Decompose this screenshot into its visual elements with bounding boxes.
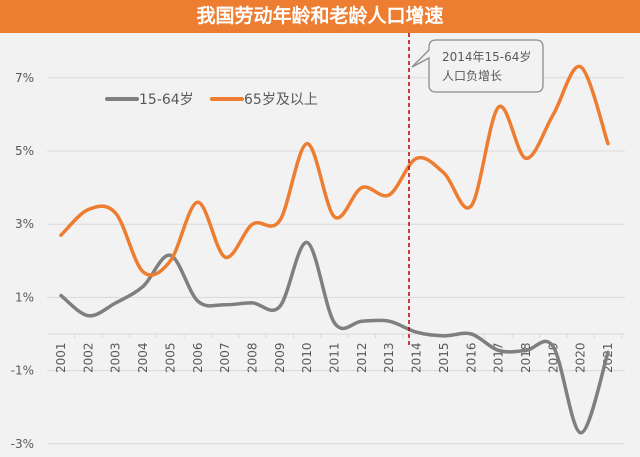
x-tick-label: 2002 (81, 342, 95, 373)
x-tick-label: 2008 (245, 342, 259, 373)
callout-line-1: 2014年15-64岁 (442, 49, 531, 64)
x-tick-label: 2013 (382, 342, 396, 373)
y-tick-label: 7% (15, 71, 34, 85)
y-tick-label: 5% (15, 144, 34, 158)
y-tick-label: -1% (11, 364, 34, 378)
x-tick-label: 2009 (273, 342, 287, 373)
x-tick-label: 2012 (355, 342, 369, 373)
chart-title: 我国劳动年龄和老龄人口增速 (0, 0, 640, 33)
x-tick-label: 2006 (191, 342, 205, 373)
y-tick-label: 1% (15, 290, 34, 304)
x-tick-label: 2020 (574, 342, 588, 373)
callout-line-2: 人口负增长 (442, 69, 502, 83)
x-tick-label: 2001 (54, 342, 68, 373)
x-tick-label: 2015 (437, 342, 451, 373)
x-tick-label: 2005 (163, 342, 177, 373)
y-tick-label: 3% (15, 217, 34, 231)
x-tick-label: 2014 (410, 342, 424, 373)
x-tick-label: 2007 (218, 342, 232, 373)
x-tick-label: 2011 (328, 342, 342, 373)
x-tick-label: 2010 (300, 342, 314, 373)
x-tick-label: 2003 (109, 342, 123, 373)
x-tick-label: 2016 (464, 342, 478, 373)
legend-label: 65岁及以上 (244, 92, 318, 108)
y-tick-label: -3% (11, 437, 34, 451)
x-tick-label: 2004 (136, 342, 150, 373)
callout-box (411, 39, 544, 93)
legend-label: 15-64岁 (139, 92, 194, 108)
